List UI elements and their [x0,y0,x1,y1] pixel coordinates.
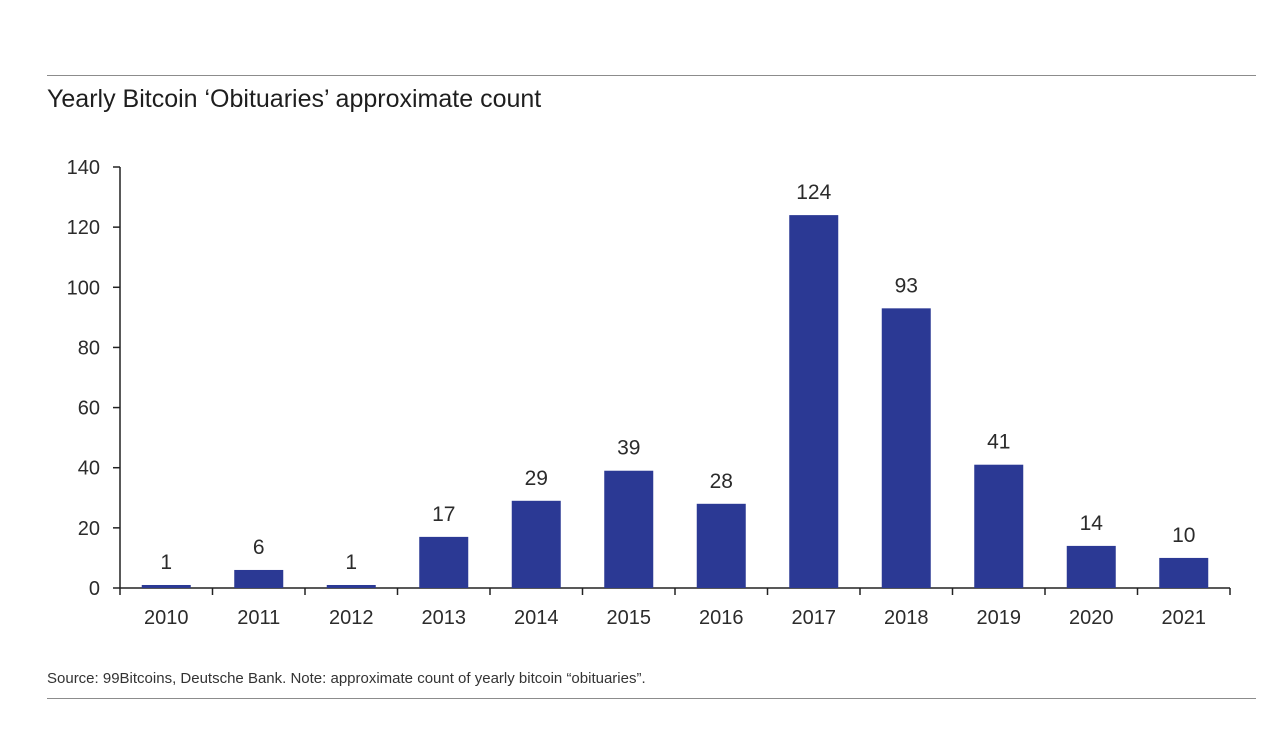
x-tick-label-2011: 2011 [237,607,280,629]
x-axis: 2010 2011 2012 2013 2014 2015 2016 2017 2018 2019… [119,587,1231,629]
data-labels: 1 6 1 17 29 39 28 124 93 41 14 10 [160,181,1195,574]
y-tick-label: 140 [67,157,100,179]
y-tick-label: 20 [78,518,100,540]
bar-2012 [326,584,376,588]
bar-2021 [1159,557,1209,588]
y-tick-label: 0 [89,578,100,600]
data-label-2013: 17 [432,503,455,526]
source-note: Source: 99Bitcoins, Deutsche Bank. Note:… [47,670,646,687]
x-tick-label-2016: 2016 [699,607,744,629]
x-tick-label-2020: 2020 [1069,607,1114,629]
bar-2018 [881,308,931,588]
y-tick-label: 40 [78,458,100,480]
x-tick-label-2013: 2013 [422,607,467,629]
data-label-2021: 10 [1172,524,1195,547]
data-label-2015: 39 [617,437,640,460]
y-tick-label: 80 [78,337,100,359]
bar-2015 [604,470,654,588]
bar-2011 [234,569,284,588]
x-tick-label-2010: 2010 [144,607,189,629]
x-tick-label-2017: 2017 [792,607,837,629]
chart-title: Yearly Bitcoin ‘Obituaries’ approximate … [47,85,542,113]
data-label-2014: 29 [525,467,548,490]
y-tick-label: 120 [67,217,100,239]
bar-2016 [696,503,746,588]
data-label-2020: 14 [1080,512,1104,535]
top-rule [47,75,1256,76]
y-tick-label: 100 [67,277,100,299]
bar-2014 [511,500,561,588]
x-tick-label-2021: 2021 [1162,607,1207,629]
data-label-2016: 28 [710,470,733,493]
y-tick-label: 60 [78,398,100,420]
x-tick-label-2019: 2019 [977,607,1022,629]
data-label-2011: 6 [253,536,265,559]
bar-2010 [141,584,191,588]
bar-2013 [419,536,469,588]
data-label-2017: 124 [796,181,831,204]
x-tick-label-2012: 2012 [329,607,374,629]
data-label-2010: 1 [160,551,172,574]
bars [141,215,1209,588]
x-tick-label-2015: 2015 [607,607,652,629]
bar-2020 [1066,545,1116,588]
y-axis: 0 20 40 60 80 100 120 140 [67,157,121,600]
bar-2019 [974,464,1024,588]
data-label-2018: 93 [895,274,918,297]
bar-2017 [789,215,839,588]
data-label-2019: 41 [987,431,1010,454]
bottom-rule [47,698,1256,699]
x-tick-label-2018: 2018 [884,607,929,629]
x-tick-label-2014: 2014 [514,607,559,629]
data-label-2012: 1 [345,551,357,574]
